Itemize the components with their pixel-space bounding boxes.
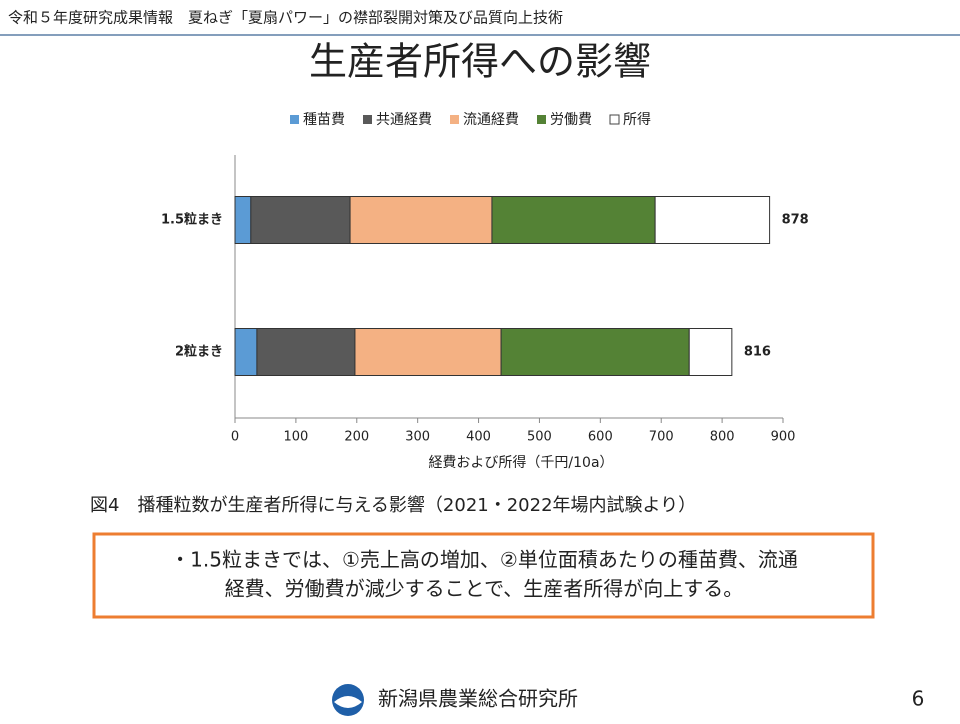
legend-swatch: [290, 115, 299, 124]
legend-swatch: [363, 115, 372, 124]
slide-title: 生産者所得への影響: [309, 40, 651, 84]
bar-segment: [654, 196, 771, 244]
legend-label: 労働費: [550, 112, 592, 128]
note-line: 経費、労働費が減少することで、生産者所得が向上する。: [225, 577, 744, 601]
x-tick-label: 400: [466, 430, 491, 445]
legend-swatch: [537, 115, 546, 124]
x-tick-label: 500: [527, 430, 552, 445]
x-tick-label: 300: [405, 430, 430, 445]
x-tick-label: 100: [283, 430, 308, 445]
legend-label: 流通経費: [463, 112, 519, 128]
header: 令和５年度研究成果情報 夏ねぎ「夏扇パワー」の襟部裂開対策及び品質向上技術: [8, 9, 563, 27]
y-tick-label: 1.5粒まき: [161, 212, 223, 228]
x-tick-label: 600: [588, 430, 613, 445]
logo: [332, 684, 364, 716]
legend-label: 所得: [623, 111, 651, 128]
legend-swatch: [450, 115, 459, 124]
x-tick-label: 200: [344, 430, 369, 445]
bar-segment: [500, 328, 690, 376]
bar-segment: [250, 196, 351, 244]
x-tick-label: 800: [710, 430, 735, 445]
bar-segment: [234, 328, 258, 376]
bar-segment: [491, 196, 656, 244]
y-tick-label: 2粒まき: [175, 344, 223, 360]
caption: 図4 播種粒数が生産者所得に与える影響（2021・2022年場内試験より）: [90, 495, 696, 516]
total-label: 878: [782, 213, 809, 228]
bar-segment: [688, 328, 733, 376]
page-number: 6: [912, 687, 925, 711]
legend-swatch: [609, 114, 620, 125]
footer-org: 新潟県農業総合研究所: [378, 687, 578, 711]
legend-label: 共通経費: [376, 112, 432, 128]
x-tick-label: 900: [771, 430, 796, 445]
note-box: [92, 532, 875, 619]
bar-segment: [349, 196, 493, 244]
bar-segment: [354, 328, 502, 376]
bar-segment: [256, 328, 356, 376]
bar-segment: [234, 196, 252, 244]
x-tick-label: 700: [649, 430, 674, 445]
legend-label: 種苗費: [303, 112, 345, 128]
note-line: ・1.5粒まきでは、①売上高の増加、②単位面積あたりの種苗費、流通: [170, 548, 798, 572]
total-label: 816: [744, 345, 771, 360]
x-tick-label: 0: [231, 430, 239, 445]
logo-mark: [334, 696, 362, 708]
x-axis-title: 経費および所得（千円/10a）: [428, 454, 613, 471]
